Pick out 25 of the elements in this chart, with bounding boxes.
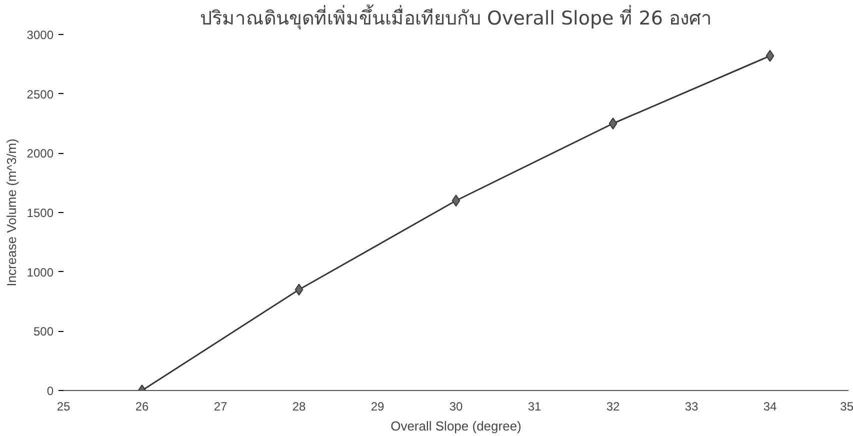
- x-tick-label: 27: [214, 400, 228, 414]
- y-tick-label: 2500: [26, 87, 54, 102]
- x-tick-label: 33: [684, 400, 698, 414]
- x-tick-label: 34: [763, 400, 777, 414]
- x-axis-title: Overall Slope (degree): [390, 418, 522, 434]
- y-tick-label: 500: [33, 324, 54, 339]
- y-tick-label: 1000: [26, 265, 54, 280]
- y-tick-label: 0: [46, 384, 54, 398]
- x-tick-label: 30: [449, 400, 463, 414]
- point: [608, 118, 618, 130]
- x-tick-label: 28: [292, 400, 306, 414]
- x-tick-label: 26: [135, 400, 149, 414]
- y-tick-label: 1500: [26, 206, 54, 220]
- point: [294, 284, 304, 296]
- y-tick-label: 3000: [26, 28, 54, 42]
- y-tick-label: 2000: [26, 146, 54, 161]
- x-tick-label: 32: [606, 400, 620, 414]
- point: [452, 194, 460, 207]
- point: [766, 50, 774, 62]
- x-tick-label: 35: [840, 400, 853, 414]
- x-tick-label: 29: [370, 400, 384, 414]
- chart-title: ปริมาณดินขุดที่เพิ่มขึ้นเมื่อเทียบกับ Overall Slope ที่ 26 องศา: [200, 4, 712, 30]
- x-tick-label: 31: [528, 400, 542, 414]
- x-tick-label: 25: [56, 400, 70, 414]
- y-axis-title: Increase Volume (m^3/m): [4, 138, 19, 286]
